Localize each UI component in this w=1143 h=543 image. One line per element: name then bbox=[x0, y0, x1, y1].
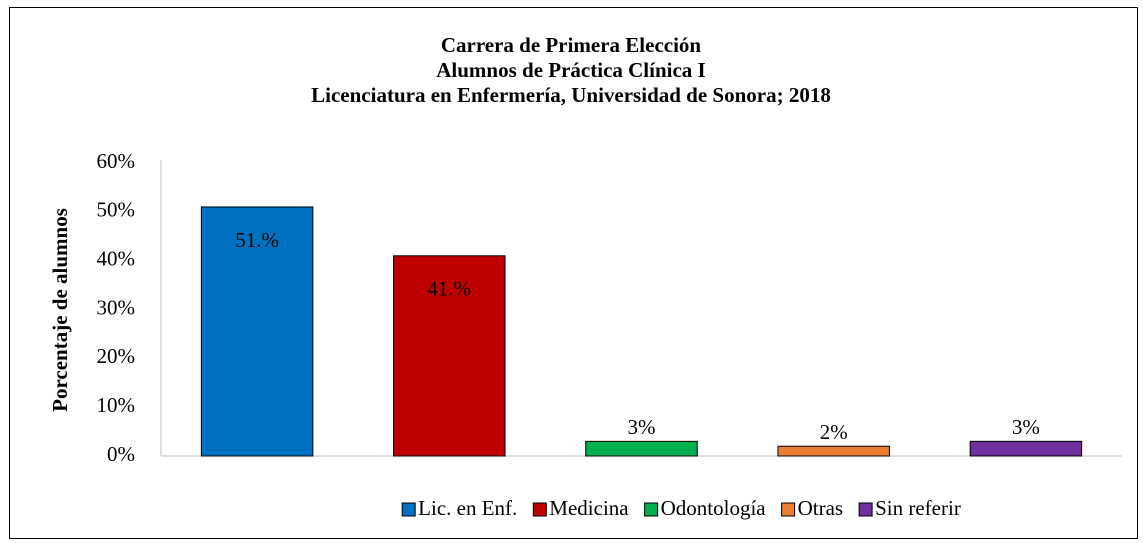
y-tick-label: 10% bbox=[97, 393, 136, 417]
legend-swatch bbox=[532, 502, 547, 517]
data-label: 51.% bbox=[235, 228, 279, 252]
bar bbox=[393, 255, 506, 457]
data-label: 41.% bbox=[427, 277, 471, 301]
data-label: 2% bbox=[820, 420, 848, 444]
y-tick-label: 50% bbox=[97, 198, 136, 222]
bar bbox=[585, 440, 698, 457]
y-tick-label: 40% bbox=[97, 246, 136, 270]
legend-swatch bbox=[781, 502, 796, 517]
y-tick-label: 20% bbox=[97, 344, 136, 368]
chart-title: Carrera de Primera Elección bbox=[441, 33, 702, 57]
legend-label: Odontología bbox=[661, 496, 767, 520]
legend-swatch bbox=[644, 502, 659, 517]
y-axis-title: Porcentaje de alumnos bbox=[48, 208, 72, 412]
chart-title: Alumnos de Práctica Clínica I bbox=[436, 58, 705, 82]
legend-label: Sin referir bbox=[875, 496, 961, 520]
bar bbox=[777, 445, 890, 457]
legend-label: Medicina bbox=[549, 496, 629, 520]
data-label: 3% bbox=[1012, 415, 1040, 439]
chart-title: Licenciatura en Enfermería, Universidad … bbox=[311, 83, 831, 107]
y-tick-label: 60% bbox=[97, 149, 136, 173]
legend-swatch bbox=[401, 502, 416, 517]
chart-frame bbox=[9, 7, 1138, 539]
legend-label: Otras bbox=[798, 496, 844, 520]
bar bbox=[969, 440, 1083, 457]
bar bbox=[200, 206, 314, 457]
legend-swatch bbox=[858, 502, 873, 517]
legend-label: Lic. en Enf. bbox=[418, 496, 517, 520]
data-label: 3% bbox=[628, 415, 656, 439]
y-tick-label: 0% bbox=[107, 442, 135, 466]
y-tick-label: 30% bbox=[97, 295, 136, 319]
